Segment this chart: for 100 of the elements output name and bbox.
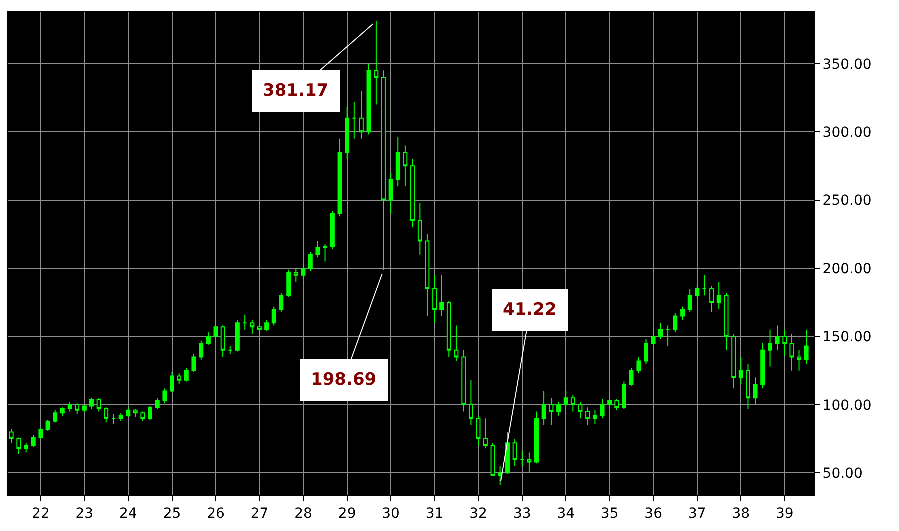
y-tick-label: 150.00 [822,330,872,346]
candlestick [382,70,386,271]
candlestick [658,322,663,340]
candlestick [804,329,809,365]
candlestick [235,320,240,352]
candlestick [184,368,189,382]
candlestick [140,411,146,422]
candlestick [338,138,342,218]
candlestick [753,377,758,406]
candlestick [702,274,707,296]
candlestick [220,325,226,358]
candlestick [16,437,22,455]
candlestick [782,329,788,356]
candlestick [556,402,562,416]
candlestick [24,442,29,454]
candlestick [301,264,306,280]
x-tick-label: 34 [557,506,576,522]
candlestick [374,20,379,106]
candlestick [614,398,620,411]
candlestick [118,412,124,422]
candlestick [286,269,292,298]
candlestick [162,388,168,404]
candlestick [600,398,605,420]
candlestick [170,372,174,394]
candlestick [294,268,298,283]
y-tick-label: 100.00 [822,398,872,414]
candlestick [586,407,590,426]
candlestick [53,410,58,424]
candlestick [242,314,248,330]
x-tick-label: 37 [688,506,706,522]
candlestick [651,329,656,347]
x-tick-label: 27 [250,506,269,522]
candlestick [46,419,50,432]
x-tick-label: 39 [776,506,794,522]
candlestick [468,380,474,426]
candlestick [542,390,546,426]
candlestick [68,402,72,412]
candlestick [330,210,335,250]
candlestick [775,325,780,351]
candlestick [272,306,276,326]
annotation: 41.22 [503,300,557,320]
candlestick [534,411,539,464]
candlestick [75,403,80,415]
candlestick [250,320,255,334]
candlestick [768,329,772,368]
x-tick-label: 33 [513,506,532,522]
candlestick [359,90,364,140]
candlestick [797,350,802,372]
candlestick [112,414,116,425]
candlestick [228,346,233,355]
x-tick-label: 30 [382,506,400,522]
x-tick-label: 38 [732,506,750,522]
candlestick [732,334,736,390]
candlestick [490,442,496,476]
candlestick [549,398,554,426]
y-tick-label: 300.00 [822,124,872,141]
candlestick [388,172,394,214]
candlestick [746,364,750,410]
candlestick [104,407,109,424]
candlestick [206,332,211,346]
candlestick [644,338,648,365]
candlestick [323,243,328,262]
x-tick-label: 26 [207,506,225,522]
candlestick [483,418,488,450]
y-tick-label: 50.00 [822,466,863,482]
candlestick [636,356,642,374]
candlestick [279,292,284,313]
candlestick [440,274,444,317]
candlestick [126,407,131,418]
candlestick [366,63,372,136]
candlestick [476,415,481,446]
x-tick-label: 29 [338,506,356,522]
x-tick-label: 22 [32,506,50,522]
candlestick [506,432,510,476]
candlestick [592,410,598,425]
candlestick [688,288,692,313]
x-tick-label: 23 [76,506,94,522]
candlestick [570,394,576,412]
candlestick [578,402,583,420]
candlestick [710,286,714,313]
candlestick [410,158,415,228]
annotation: 198.69 [311,370,377,390]
x-tick-label: 31 [426,506,444,522]
candlestick [629,368,634,386]
candlestick [716,282,722,310]
candlestick [738,356,744,385]
candlestick [564,390,568,408]
candlestick [724,292,729,351]
candlestick [790,334,794,372]
candlestick [622,381,626,410]
candlestick [608,394,612,408]
candlestick [527,452,532,474]
candlestick [264,320,270,332]
candlestick [258,324,262,334]
candlestick [418,202,422,256]
candlestick [695,284,700,300]
candlestick [199,340,204,360]
candlestick [673,313,678,334]
x-tick-label: 24 [119,506,138,522]
candlestick [133,408,138,418]
